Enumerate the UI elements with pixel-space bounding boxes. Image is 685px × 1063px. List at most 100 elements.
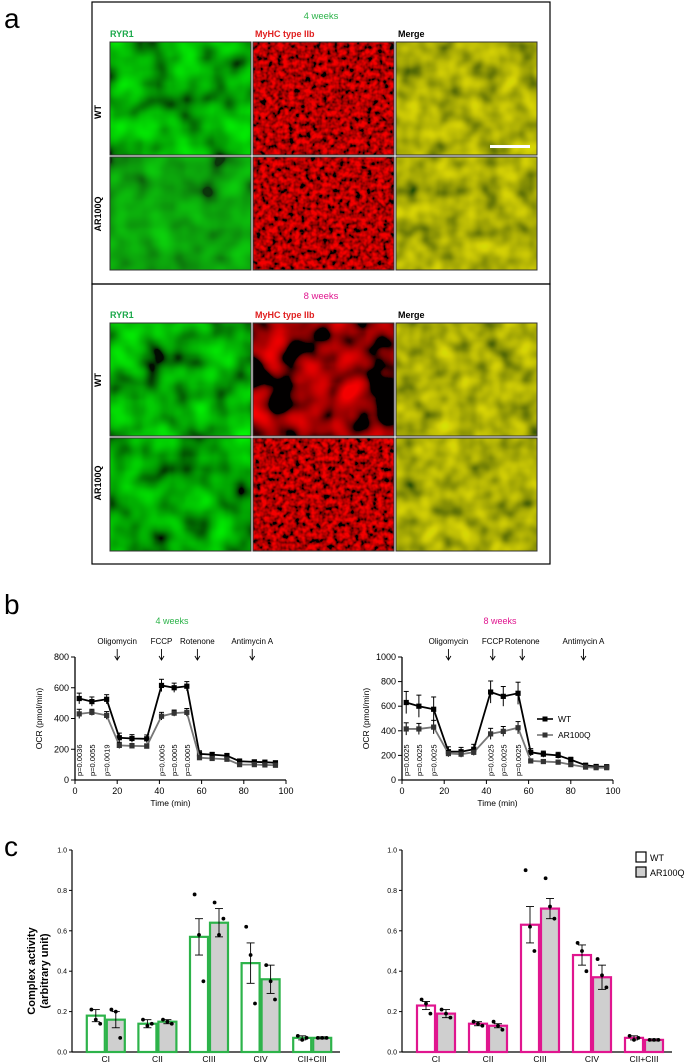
series-line bbox=[79, 711, 276, 767]
data-point bbox=[144, 736, 150, 742]
y-tick-label: 0.6 bbox=[387, 928, 397, 935]
data-point bbox=[568, 762, 574, 768]
p-value-label: p=0.0025 bbox=[487, 745, 496, 777]
injection-arrowhead bbox=[489, 655, 496, 661]
bar-ar100q bbox=[435, 1012, 457, 1054]
row-label-ar100q-8w: AR100Q bbox=[93, 465, 103, 500]
y-tick-label: 400 bbox=[381, 726, 396, 736]
individual-point bbox=[528, 924, 532, 929]
micrograph-4w-wt-merge bbox=[395, 41, 538, 156]
individual-point bbox=[632, 1037, 636, 1042]
legend-marker bbox=[542, 716, 548, 722]
data-point bbox=[236, 758, 243, 764]
category-label: CI bbox=[102, 1054, 111, 1063]
x-tick-label: 60 bbox=[197, 786, 207, 796]
individual-point bbox=[575, 941, 580, 945]
ocr-title: 4 weeks bbox=[155, 616, 189, 626]
micrograph-8w-ar100q-merge bbox=[395, 437, 538, 552]
data-point bbox=[158, 713, 165, 719]
data-point bbox=[555, 752, 561, 758]
y-tick-label: 800 bbox=[54, 652, 69, 662]
data-point bbox=[89, 709, 95, 715]
p-value-label: p=0.0025 bbox=[402, 745, 411, 777]
x-tick-label: 40 bbox=[154, 786, 164, 796]
y-tick-label: 0.4 bbox=[387, 969, 397, 976]
micrograph-8w-wt-merge bbox=[395, 322, 538, 437]
x-tick-label: 40 bbox=[481, 786, 491, 796]
individual-point bbox=[212, 900, 217, 905]
legend-label: AR100Q bbox=[650, 868, 685, 878]
micrograph-8w-wt-myhc bbox=[252, 322, 395, 437]
injection-arrowhead bbox=[580, 655, 587, 661]
data-point bbox=[116, 735, 122, 741]
legend-swatch bbox=[635, 851, 647, 863]
series-line bbox=[79, 684, 276, 764]
data-point bbox=[445, 750, 452, 757]
row-label-wt-8w: WT bbox=[93, 373, 103, 387]
legend-label: WT bbox=[650, 853, 664, 863]
injection-label: Oligomycin bbox=[97, 637, 137, 646]
individual-point bbox=[595, 957, 600, 961]
individual-point bbox=[217, 932, 221, 937]
injection-arrowhead bbox=[194, 655, 201, 661]
data-point bbox=[104, 712, 110, 719]
data-point bbox=[196, 751, 203, 757]
data-point bbox=[144, 743, 150, 749]
p-value-label: p=0.0025 bbox=[499, 745, 508, 777]
scale-bar bbox=[490, 145, 530, 148]
data-point bbox=[116, 742, 122, 749]
individual-point bbox=[248, 953, 253, 957]
ocr-chart-0: 4 weeks 0 20 40 60 80 100 0 200 400 600 800 Time (mi… bbox=[34, 616, 294, 808]
y-tick-label: 0.2 bbox=[57, 1009, 67, 1016]
individual-point bbox=[273, 997, 277, 1002]
injection-label: FCCP bbox=[482, 637, 504, 646]
micrograph-4w-wt-ryr1 bbox=[109, 41, 252, 156]
micrograph-8w-ar100q-ryr1 bbox=[109, 437, 252, 552]
bar-wt bbox=[467, 1022, 489, 1054]
individual-point bbox=[480, 1023, 485, 1028]
category-label: CIII bbox=[533, 1054, 546, 1063]
bar-ar100q bbox=[312, 1036, 333, 1054]
individual-point bbox=[471, 1019, 476, 1024]
bar-wt bbox=[519, 923, 541, 1054]
data-point bbox=[528, 758, 534, 764]
y-axis-label: OCR (pmol/min) bbox=[34, 688, 44, 750]
individual-point bbox=[253, 1001, 257, 1006]
data-point bbox=[458, 751, 464, 757]
y-tick-label: 0 bbox=[391, 775, 396, 785]
x-axis-label: Time (min) bbox=[150, 798, 190, 808]
x-tick-label: 100 bbox=[605, 786, 620, 796]
data-point bbox=[76, 695, 82, 702]
data-point bbox=[224, 753, 230, 759]
col-header-ryr1-8w: RYR1 bbox=[110, 310, 134, 320]
y-tick-label: 0 bbox=[64, 775, 69, 785]
individual-point bbox=[580, 949, 584, 953]
data-point bbox=[471, 749, 477, 755]
injection-arrowhead bbox=[249, 655, 256, 661]
y-tick-label: 1.0 bbox=[57, 848, 67, 855]
data-point bbox=[171, 710, 177, 716]
individual-point bbox=[320, 1035, 325, 1040]
injection-arrowhead bbox=[114, 655, 121, 661]
individual-point bbox=[304, 1035, 309, 1040]
individual-point bbox=[201, 979, 206, 984]
col-header-myhc-8w: MyHC type IIb bbox=[255, 310, 315, 320]
individual-point bbox=[109, 1007, 114, 1012]
bar-ar100q bbox=[208, 921, 230, 1054]
individual-point bbox=[548, 904, 552, 909]
individual-point bbox=[113, 1009, 118, 1014]
y-tick-label: 400 bbox=[54, 714, 69, 724]
data-point bbox=[251, 759, 257, 765]
data-point bbox=[262, 762, 268, 768]
injection-label: Antimycin A bbox=[563, 637, 605, 646]
micrograph-4w-ar100q-ryr1 bbox=[109, 156, 252, 271]
y-tick-label: 1.0 bbox=[387, 848, 397, 855]
category-label: CIV bbox=[585, 1054, 600, 1063]
p-value-label: p=0.0025 bbox=[430, 745, 439, 777]
y-tick-label: 600 bbox=[381, 701, 396, 711]
data-point bbox=[104, 696, 110, 702]
complex-chart-1: 0.0 0.2 0.4 0.6 0.8 1.0 CI CII CIII CIV CII+CIII WT… bbox=[387, 848, 684, 1063]
data-point bbox=[184, 709, 190, 715]
